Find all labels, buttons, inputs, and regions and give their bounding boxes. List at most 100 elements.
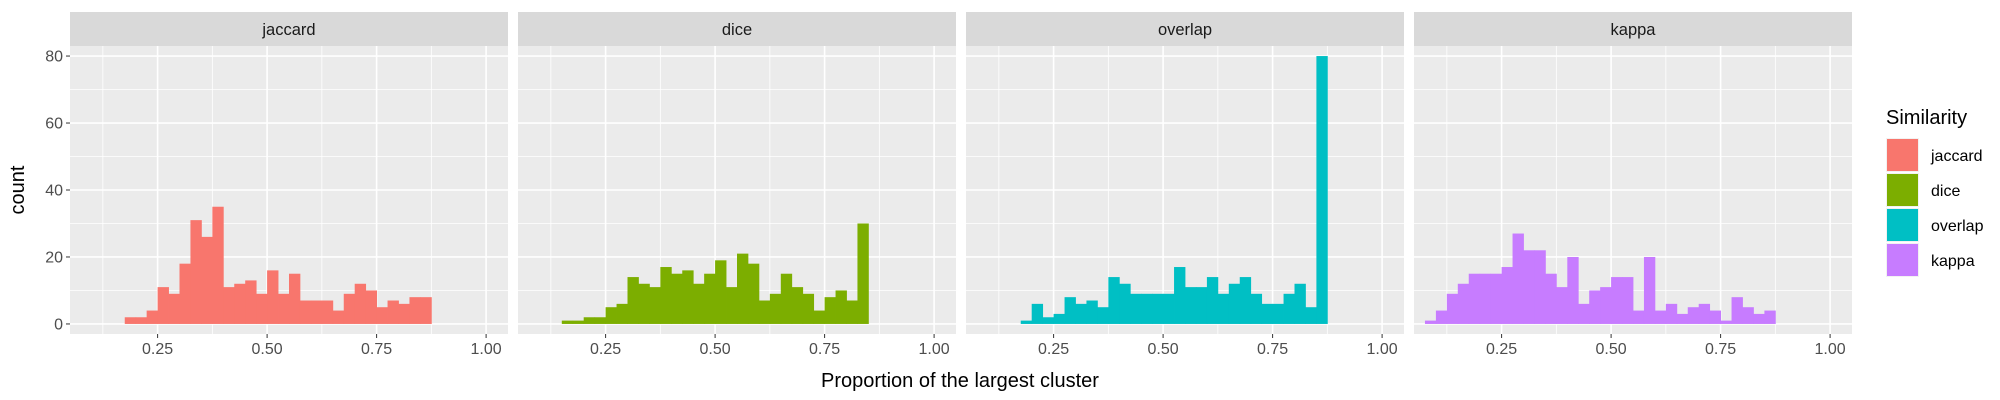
histogram-bar	[1578, 303, 1590, 324]
histogram-bar	[682, 270, 694, 324]
y-tick-label: 60	[45, 116, 63, 133]
histogram-bar	[1130, 293, 1142, 324]
histogram-bar	[1654, 310, 1667, 324]
histogram-bar	[1665, 303, 1678, 324]
histogram-bar	[1163, 293, 1175, 324]
x-tick-label: 1.00	[919, 341, 950, 358]
y-tick-label: 80	[45, 49, 63, 66]
histogram-bar	[1611, 277, 1623, 324]
histogram-bar	[1567, 256, 1579, 324]
histogram-bar	[704, 273, 716, 324]
histogram-bar	[1064, 297, 1076, 324]
x-tick-label: 0.75	[361, 341, 392, 358]
histogram-bar	[1589, 290, 1601, 324]
histogram-bar	[1676, 313, 1689, 324]
histogram-bar	[758, 300, 771, 324]
histogram-bar	[1622, 277, 1634, 324]
histogram-bar	[1742, 307, 1754, 324]
histogram-bar	[1490, 273, 1502, 324]
histogram-bar	[1545, 273, 1557, 324]
facet-panels: jaccard 0.25 0.50 0.75 1.00 dice 0.25 0.50 0.75 1…	[70, 12, 1852, 358]
histogram-bar	[791, 287, 804, 324]
x-tick-label: 0.75	[809, 341, 840, 358]
histogram-bar	[267, 270, 279, 324]
histogram-bar	[715, 260, 727, 324]
histogram-bar	[1534, 250, 1546, 324]
histogram-bar	[1239, 277, 1252, 324]
histogram-bar	[737, 253, 749, 324]
legend: Similarity jaccard dice overlap kappa	[1886, 107, 1984, 277]
histogram-bar	[1152, 293, 1164, 324]
histogram-bar	[1294, 283, 1306, 324]
histogram-bar	[1141, 293, 1153, 324]
histogram-bar	[769, 293, 782, 324]
histogram-bar	[846, 300, 858, 324]
histogram-bar	[1523, 250, 1535, 324]
histogram-bar	[179, 263, 191, 324]
histogram-bar	[157, 287, 169, 324]
legend-label: dice	[1931, 183, 1960, 200]
histogram-bar	[1283, 293, 1295, 324]
histogram-bar	[420, 297, 432, 324]
histogram-bar	[1250, 293, 1263, 324]
histogram-bar	[310, 300, 323, 324]
legend-label: jaccard	[1930, 148, 1983, 165]
facet-strip-label: dice	[722, 21, 752, 39]
facet-dice: dice 0.25 0.50 0.75 1.00	[518, 12, 956, 358]
histogram-bar	[1119, 283, 1131, 324]
histogram-bar	[1305, 307, 1317, 324]
x-tick-label: 0.25	[1486, 341, 1517, 358]
legend-key-jaccard	[1887, 139, 1918, 171]
histogram-bar	[1424, 320, 1437, 324]
legend-label: kappa	[1931, 253, 1975, 270]
histogram-bar	[376, 307, 388, 324]
histogram-bar	[1086, 300, 1098, 324]
histogram-bar	[135, 317, 148, 324]
y-tick-label: 0	[54, 316, 63, 333]
histogram-bar	[1097, 307, 1109, 324]
x-tick-label: 0.50	[252, 341, 283, 358]
facet-strip-dice	[518, 12, 956, 46]
histogram-bar	[398, 303, 410, 324]
legend-label: overlap	[1931, 218, 1984, 235]
histogram-bar	[671, 273, 683, 324]
histogram-bar	[594, 317, 606, 324]
histogram-bar	[835, 290, 847, 324]
histogram-bar	[343, 293, 356, 324]
y-tick-label: 40	[45, 183, 63, 200]
histogram-bar	[409, 297, 421, 324]
histogram-bar	[1698, 303, 1711, 324]
histogram-bar	[780, 273, 793, 324]
histogram-bar	[1261, 303, 1273, 324]
y-tick-label: 20	[45, 249, 63, 266]
histogram-bar	[1556, 287, 1568, 324]
histogram-bar	[693, 283, 705, 324]
histogram-bar	[223, 287, 235, 324]
facet-jaccard: jaccard 0.25 0.50 0.75 1.00	[70, 12, 508, 358]
x-tick-label: 0.50	[1148, 341, 1179, 358]
histogram-bar	[616, 303, 628, 324]
facet-strip-label: kappa	[1611, 21, 1657, 39]
histogram-bar	[561, 320, 574, 324]
histogram-bar	[1272, 303, 1284, 324]
histogram-bar	[583, 317, 596, 324]
histogram-bar	[201, 236, 213, 324]
histogram-bar	[824, 297, 836, 324]
legend-key-dice	[1887, 174, 1918, 206]
y-axis-title: count	[7, 165, 29, 214]
histogram-bar	[1687, 307, 1700, 324]
histogram-bar	[168, 293, 180, 324]
histogram-bar	[1053, 313, 1065, 324]
x-tick-label: 0.25	[590, 341, 621, 358]
histogram-bar	[1228, 283, 1241, 324]
histogram-bar	[289, 273, 301, 324]
histogram-bar	[332, 310, 345, 324]
x-tick-label: 0.50	[1596, 341, 1627, 358]
histogram-bar	[1764, 310, 1776, 324]
histogram-bar	[1020, 320, 1033, 324]
histogram-bar	[1709, 310, 1721, 324]
y-axis: 0 20 40 60 80	[45, 49, 70, 333]
x-tick-label: 0.25	[1038, 341, 1069, 358]
histogram-bar	[1206, 277, 1219, 324]
